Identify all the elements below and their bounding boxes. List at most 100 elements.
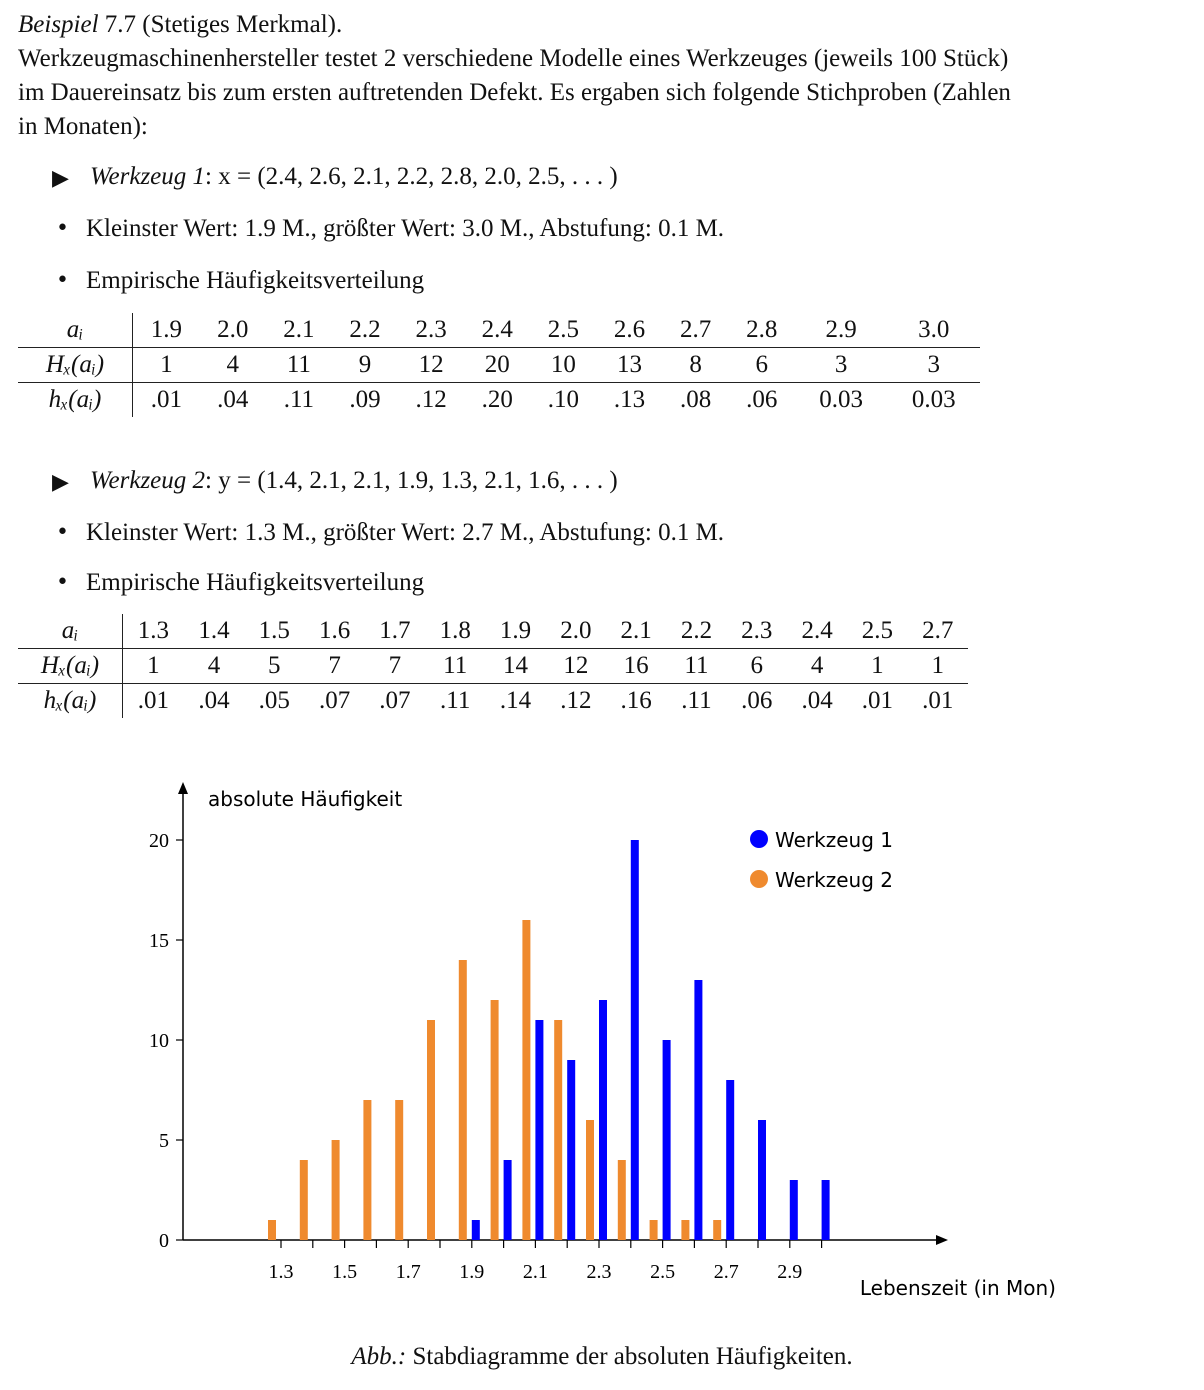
table-cell: 2.3: [726, 614, 787, 649]
table-row-H: Hₓ(aᵢ) 1 4 11 9 12 20 10 13 8 6 3 3: [18, 347, 980, 383]
table-cell: 1.5: [244, 614, 305, 649]
y-axis-label: absolute Häufigkeit: [208, 787, 402, 811]
table-cell: 2.5: [847, 614, 908, 649]
table-cell: 1: [847, 648, 908, 684]
table-cell: .12: [415, 386, 447, 413]
y-tick-label: 20: [149, 830, 169, 852]
table-cell: .11: [681, 687, 712, 714]
bar-werkzeug-1: [758, 1120, 766, 1240]
x-tick-label: 1.7: [396, 1261, 421, 1283]
bar-werkzeug-1: [567, 1060, 576, 1240]
intro-line-2: im Dauereinsatz bis zum ersten auftreten…: [18, 79, 1011, 106]
bullet-icon: •: [56, 268, 69, 293]
table-cell: .05: [258, 687, 290, 714]
table-cell: 6: [726, 648, 787, 684]
table-cell: 6: [728, 347, 795, 383]
table-cell: 7: [364, 648, 426, 684]
bullet-icon: •: [56, 520, 69, 545]
table-cell: .01: [150, 386, 182, 413]
figure-caption: Abb.: Stabdiagramme der absoluten Häufig…: [0, 1343, 1204, 1371]
table-cell: 2.7: [907, 614, 968, 649]
table-cell: 1.7: [364, 614, 426, 649]
bar-werkzeug-1: [694, 980, 703, 1240]
tool1-name: Werkzeug 1: [90, 163, 206, 190]
legend-marker-icon: [750, 830, 768, 848]
legend-label: Werkzeug 2: [775, 868, 893, 892]
row-label: Hₓ(aᵢ): [18, 648, 123, 684]
x-tick-label: 2.7: [714, 1261, 739, 1283]
tool2-sample: Werkzeug 2: y = (1.4, 2.1, 2.1, 1.9, 1.3…: [90, 466, 618, 496]
table-row-a: aᵢ 1.9 2.0 2.1 2.2 2.3 2.4 2.5 2.6 2.7 2.8 2.9 3.0: [18, 313, 980, 348]
table-cell: 2.3: [398, 313, 465, 348]
bar-werkzeug-1: [662, 1040, 671, 1240]
x-tick-label: 1.9: [459, 1261, 484, 1283]
bar-werkzeug-2: [554, 1020, 563, 1240]
table-cell: 12: [398, 347, 465, 383]
table-cell: 2.4: [786, 614, 848, 649]
bar-werkzeug-2: [427, 1020, 435, 1240]
table-cell: 10: [530, 347, 597, 383]
bar-werkzeug-1: [789, 1180, 798, 1240]
y-tick-label: 0: [159, 1230, 169, 1252]
table-row-h: hₓ(aᵢ) .01 .04 .05 .07 .07 .11 .14 .12 .16 .11 .06.…: [18, 683, 968, 718]
table-cell: 1: [122, 648, 184, 684]
intro-line-3: in Monaten):: [18, 113, 148, 140]
tool1-sample-values: : x = (2.4, 2.6, 2.1, 2.2, 2.8, 2.0, 2.5…: [205, 163, 618, 190]
bullet-icon: •: [56, 570, 69, 595]
row-label: hₓ(aᵢ): [18, 683, 123, 718]
bar-werkzeug-1: [471, 1220, 480, 1240]
x-tick-label: 2.3: [587, 1261, 612, 1283]
triangle-bullet-icon: ▶: [52, 470, 69, 495]
table-cell: .14: [499, 687, 532, 714]
table-cell: .01: [861, 687, 893, 714]
table-cell: 3.0: [887, 313, 980, 348]
table-cell: 13: [596, 347, 663, 383]
tool2-frequency-table: aᵢ 1.3 1.4 1.5 1.6 1.7 1.8 1.9 2.0 2.1 2.2 2.3 2.4 2.…: [18, 614, 968, 718]
table-cell: .07: [379, 687, 411, 714]
bar-werkzeug-2: [586, 1120, 594, 1240]
table-cell: 11: [666, 648, 727, 684]
tool1-sample: Werkzeug 1: x = (2.4, 2.6, 2.1, 2.2, 2.8…: [90, 162, 618, 192]
bar-werkzeug-2: [395, 1100, 404, 1240]
x-tick-label: 1.3: [269, 1261, 294, 1283]
table-cell: .11: [283, 386, 315, 413]
table-cell: 2.6: [596, 313, 663, 348]
table-cell: 2.9: [794, 313, 888, 348]
table-cell: .07: [318, 687, 351, 714]
x-tick-label: 2.5: [650, 1261, 675, 1283]
bar-werkzeug-1: [503, 1160, 512, 1240]
table-cell: .04: [198, 687, 230, 714]
table-cell: 1: [907, 648, 968, 684]
table-cell: 2.4: [464, 313, 531, 348]
table-cell: 2.0: [545, 614, 606, 649]
row-label: Hₓ(aᵢ): [18, 347, 133, 383]
table-cell: .16: [620, 687, 652, 714]
x-tick-label: 2.1: [523, 1261, 548, 1283]
bar-werkzeug-2: [299, 1160, 308, 1240]
table-cell: 2.2: [331, 313, 399, 348]
y-tick-label: 10: [149, 1030, 169, 1052]
y-axis-arrow-icon: [178, 782, 188, 794]
table-cell: 4: [183, 648, 245, 684]
table-cell: 16: [605, 648, 667, 684]
tool1-range: Kleinster Wert: 1.9 M., größter Wert: 3.…: [86, 215, 725, 242]
table-cell: 0.03: [819, 386, 863, 413]
table-cell: 1.8: [425, 614, 486, 649]
bar-werkzeug-1: [821, 1180, 830, 1240]
table-cell: .01: [922, 687, 954, 714]
table-cell: 20: [464, 347, 531, 383]
bar-werkzeug-1: [726, 1080, 735, 1240]
table-cell: 2.8: [728, 313, 795, 348]
table-cell: .04: [217, 386, 249, 413]
y-tick-label: 5: [159, 1130, 169, 1152]
table-cell: .11: [440, 687, 471, 714]
legend-marker-icon: [750, 870, 768, 888]
table-cell: 2.1: [265, 313, 332, 348]
example-number: 7.7: [104, 11, 137, 38]
table-cell: .10: [547, 386, 579, 413]
table-cell: .09: [349, 386, 381, 413]
table-cell: 2.1: [605, 614, 667, 649]
table-cell: 1.3: [122, 614, 184, 649]
table-cell: 4: [199, 347, 266, 383]
x-axis-label: Lebenszeit (in Mon): [860, 1276, 1056, 1300]
